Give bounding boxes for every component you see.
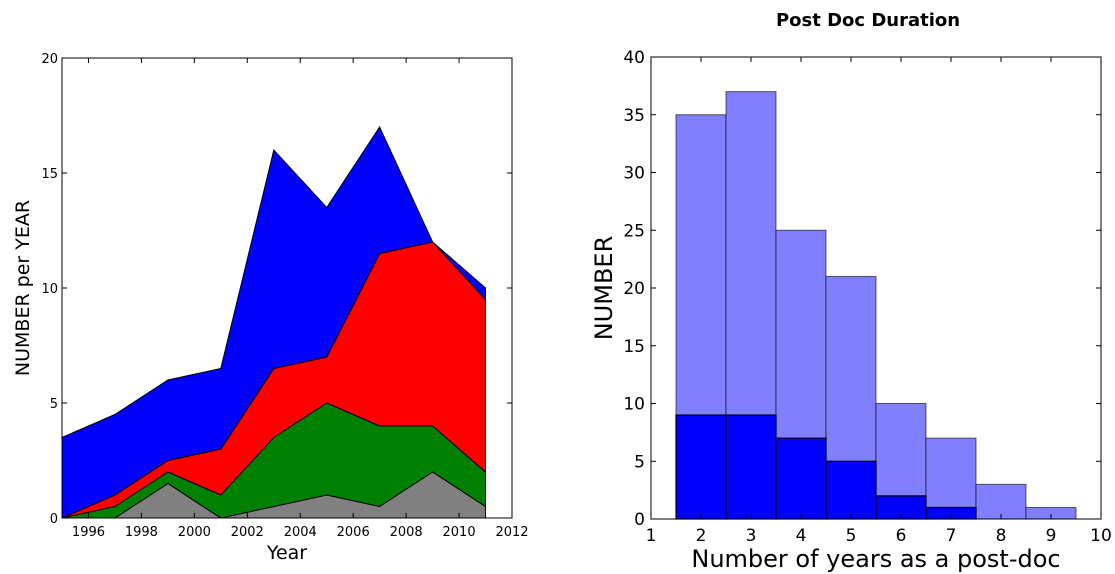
x-tick-label: 8 (996, 526, 1007, 546)
subset-bar (825, 460, 877, 520)
x-tick-label: 9 (1046, 526, 1057, 546)
subset-bar (675, 414, 727, 520)
x-tick-label: 2008 (390, 525, 423, 540)
y-tick-label: 30 (623, 164, 645, 184)
chart-title: Post Doc Duration (776, 10, 960, 31)
y-tick-label: 40 (623, 48, 645, 68)
x-tick-label: 2010 (443, 525, 476, 540)
y-tick-label: 15 (623, 337, 645, 357)
y-tick-label: 10 (623, 395, 645, 415)
y-tick-label: 5 (634, 452, 645, 472)
subset-bar (775, 437, 827, 520)
y-axis-label: NUMBER per YEAR (12, 200, 34, 376)
x-tick-label: 1998 (125, 525, 158, 540)
x-axis-label: Year (266, 542, 307, 564)
x-tick-label: 3 (746, 526, 757, 546)
x-tick-label: 2006 (337, 525, 370, 540)
x-tick-label: 4 (796, 526, 807, 546)
y-tick-label: 10 (41, 282, 58, 297)
y-tick-label: 35 (623, 106, 645, 126)
y-tick-label: 0 (634, 510, 645, 530)
x-tick-label: 2012 (495, 525, 528, 540)
y-axis-label: NUMBER (590, 236, 618, 341)
x-tick-label: 7 (946, 526, 957, 546)
y-tick-label: 20 (623, 279, 645, 299)
histogram-chart: Post Doc Duration 1 2 3 4 5 6 7 8 9 10 0 5 10 15 20 25 3… (590, 10, 1112, 573)
tick-group: 1996 1998 2000 2002 2004 2006 2008 2010 2012 0 5 10… (41, 52, 528, 540)
y-tick-label: 25 (623, 221, 645, 241)
x-axis-label: Number of years as a post-doc (691, 545, 1060, 573)
x-tick-label: 6 (896, 526, 907, 546)
y-tick-label: 0 (50, 512, 58, 527)
area-series-4 (61, 125, 486, 519)
x-tick-label: 2 (696, 526, 707, 546)
subset-bar (725, 414, 777, 520)
bar-series-group (675, 91, 1077, 520)
total-bar (975, 483, 1027, 520)
y-tick-label: 5 (50, 397, 58, 412)
x-tick-label: 10 (1090, 526, 1112, 546)
stacked-area-chart: 1996 1998 2000 2002 2004 2006 2008 2010 2012 0 5 10… (12, 52, 529, 564)
area-series-group (61, 125, 486, 519)
x-tick-label: 2004 (284, 525, 317, 540)
x-tick-label: 1 (646, 526, 657, 546)
y-tick-label: 15 (41, 167, 58, 182)
x-tick-label: 5 (846, 526, 857, 546)
total-bar (925, 437, 977, 520)
tick-group: 1 2 3 4 5 6 7 8 9 10 0 5 10 15 20 25 30 35 40 (623, 48, 1111, 546)
x-tick-label: 2002 (231, 525, 264, 540)
y-tick-label: 20 (41, 52, 58, 67)
x-tick-label: 1996 (72, 525, 105, 540)
x-tick-label: 2000 (178, 525, 211, 540)
